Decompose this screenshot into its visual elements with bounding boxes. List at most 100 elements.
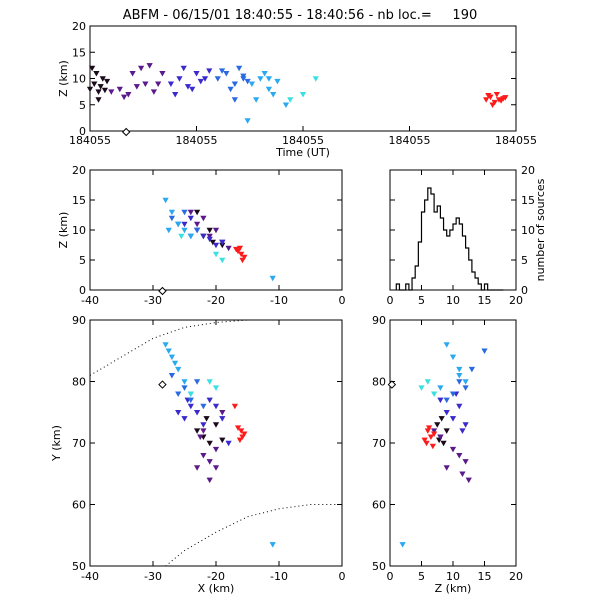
data-point	[481, 348, 488, 354]
data-point	[449, 354, 457, 361]
data-point	[465, 477, 472, 484]
data-point	[175, 366, 182, 373]
data-point	[86, 86, 94, 93]
data-point	[181, 416, 188, 422]
data-point	[449, 391, 457, 398]
data-point	[483, 97, 490, 103]
data-point	[95, 89, 102, 95]
data-point	[423, 440, 430, 447]
y-axis-label: Z (km)	[57, 60, 70, 97]
x-tick-label: -10	[270, 570, 288, 583]
data-point	[257, 76, 264, 82]
data-point	[99, 76, 106, 82]
data-point	[162, 342, 169, 348]
data-point	[443, 397, 450, 404]
data-point	[206, 379, 213, 385]
x-tick-label: -10	[270, 294, 288, 307]
data-point	[193, 409, 201, 416]
data-point	[209, 239, 216, 246]
data-point	[159, 70, 166, 77]
y-tick-label: 10	[72, 224, 86, 237]
figure-title: ABFM - 06/15/01 18:40:55 - 18:40:56 - nb…	[123, 8, 478, 23]
data-point	[239, 257, 246, 264]
data-point	[193, 465, 201, 471]
data-point	[125, 91, 132, 98]
data-point	[240, 73, 247, 80]
data-point	[240, 76, 247, 82]
data-point	[449, 446, 457, 453]
x-tick-label: -30	[144, 570, 162, 583]
y-tick-label: 60	[72, 499, 86, 512]
data-point	[223, 70, 230, 77]
data-point	[193, 70, 200, 77]
data-point	[206, 233, 213, 240]
data-point	[282, 102, 290, 108]
data-point	[238, 428, 245, 434]
y-tick-label: 0	[79, 125, 86, 138]
data-point	[175, 221, 182, 228]
data-point	[489, 102, 496, 108]
x-axis-label: Time (UT)	[275, 146, 330, 159]
x-tick-label: 184055	[176, 134, 218, 147]
data-point	[312, 76, 319, 82]
data-point	[497, 98, 505, 104]
range-arc	[89, 319, 342, 376]
y-tick-label: 80	[372, 376, 386, 389]
x-axis-label: X (km)	[198, 582, 235, 595]
data-point	[225, 440, 232, 447]
data-point	[175, 409, 182, 416]
marker-diamond	[387, 380, 397, 389]
data-point	[181, 227, 188, 234]
data-point	[187, 215, 194, 222]
data-point	[212, 242, 220, 249]
y-tick-label: 50	[72, 560, 86, 573]
data-point	[424, 379, 431, 385]
data-point	[212, 251, 220, 258]
y-tick-label: 15	[72, 194, 86, 207]
data-point	[200, 233, 207, 240]
x-tick-label: 5	[418, 294, 425, 307]
x-tick-label: 20	[509, 570, 523, 583]
data-point	[93, 70, 100, 77]
data-point	[399, 542, 406, 548]
data-point	[456, 373, 463, 379]
data-point	[167, 81, 175, 87]
data-point	[218, 68, 226, 74]
x-tick-label: 10	[446, 294, 460, 307]
data-point	[299, 91, 307, 98]
data-point	[181, 221, 188, 228]
data-point	[437, 385, 444, 391]
data-point	[212, 422, 220, 428]
histogram-line	[395, 187, 504, 291]
data-point	[443, 342, 450, 348]
data-point	[180, 65, 187, 72]
data-point	[456, 366, 463, 373]
y-tick-label: 0	[79, 284, 86, 297]
data-point	[197, 434, 204, 441]
data-point	[212, 227, 220, 234]
y-tick-label: 50	[372, 560, 386, 573]
data-point	[201, 76, 209, 82]
y-axis-label: Z (km)	[57, 212, 70, 249]
data-point	[234, 425, 242, 431]
data-point	[146, 63, 153, 69]
x-tick-label: 15	[478, 570, 492, 583]
data-point	[193, 221, 201, 228]
data-point	[440, 440, 447, 447]
data-point	[138, 65, 145, 72]
data-point	[212, 465, 220, 471]
data-point	[219, 409, 226, 416]
x-tick-label: -30	[144, 294, 162, 307]
data-point	[269, 542, 276, 548]
data-point	[485, 93, 492, 99]
y-tick-label: 90	[372, 314, 386, 327]
data-point	[181, 209, 188, 216]
data-point	[430, 428, 438, 434]
x-tick-label: -20	[207, 570, 225, 583]
data-point	[443, 465, 450, 471]
data-point	[200, 215, 207, 222]
data-point	[443, 428, 450, 434]
data-point	[206, 477, 213, 484]
data-point	[459, 471, 466, 477]
